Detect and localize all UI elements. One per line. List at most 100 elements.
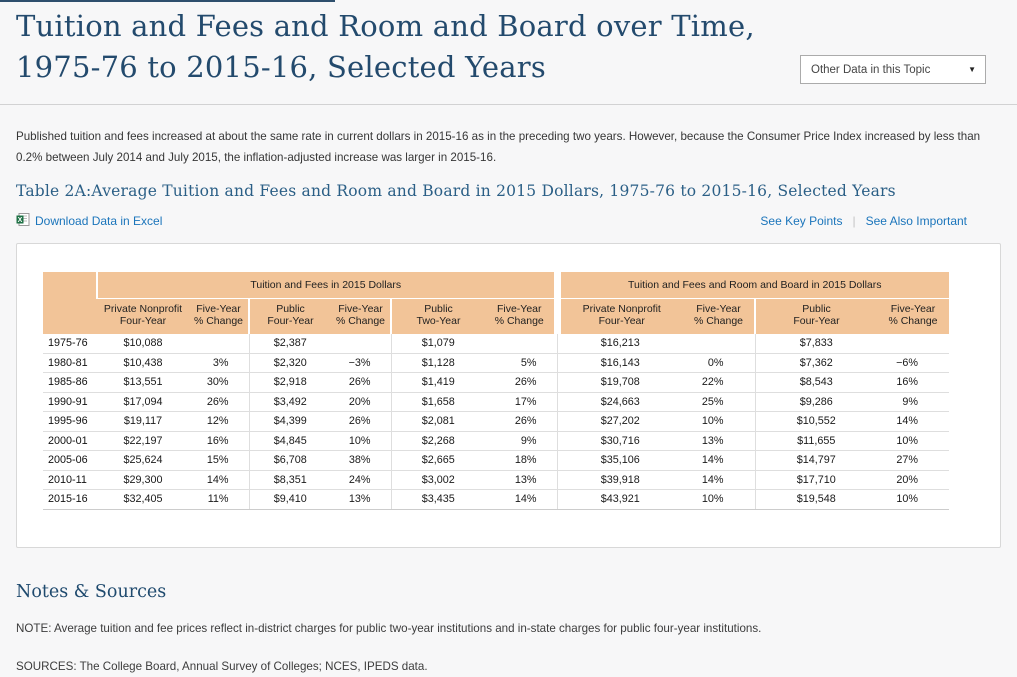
- dollar-value-cell: $2,665: [390, 450, 485, 471]
- note-text: NOTE: Average tuition and fee prices ref…: [16, 622, 762, 635]
- dollar-value-cell: $22,197: [97, 431, 189, 451]
- pct-change-cell: 14%: [683, 450, 755, 471]
- pct-change-cell: 10%: [877, 489, 949, 510]
- pct-change-cell: −6%: [877, 353, 949, 373]
- dollar-value-cell: $30,716: [556, 431, 683, 451]
- pct-change-cell: 18%: [485, 450, 557, 471]
- col-header: Five-Year % Change: [485, 298, 557, 334]
- pct-change-cell: 14%: [485, 489, 557, 510]
- notes-sources-heading: Notes & Sources: [16, 582, 167, 602]
- row-year-label: 2005-06: [43, 450, 97, 471]
- dollar-value-cell: $9,286: [754, 392, 877, 412]
- dollar-value-cell: $11,655: [754, 431, 877, 451]
- year-column-header: [43, 272, 97, 334]
- row-year-label: 1990-91: [43, 392, 97, 412]
- dollar-value-cell: $2,387: [248, 333, 331, 354]
- svg-text:X: X: [18, 217, 23, 224]
- pct-change-cell: 26%: [331, 411, 391, 432]
- see-key-points-link[interactable]: See Key Points: [760, 214, 843, 228]
- pct-change-cell: 20%: [877, 470, 949, 490]
- dollar-value-cell: $43,921: [556, 489, 683, 510]
- pct-change-cell: 16%: [877, 372, 949, 393]
- download-excel-label: Download Data in Excel: [35, 214, 163, 228]
- top-accent-bar: [0, 0, 335, 2]
- dollar-value-cell: $2,268: [390, 431, 485, 451]
- pct-change-cell: 10%: [877, 431, 949, 451]
- dollar-value-cell: $35,106: [556, 450, 683, 471]
- table-row: 1995-96 $19,117 12% $4,399 26% $2,081 26% $27,2…: [43, 411, 949, 432]
- col-header: Private Nonprofit Four-Year: [553, 298, 683, 334]
- page-title-line2: 1975-76 to 2015-16, Selected Years: [16, 50, 546, 84]
- col-header: Private Nonprofit Four-Year: [97, 298, 189, 334]
- col-header: Five-Year % Change: [189, 298, 249, 334]
- pct-change-cell: 13%: [331, 489, 391, 510]
- pct-change-cell: −3%: [331, 353, 391, 373]
- dollar-value-cell: $3,435: [390, 489, 485, 510]
- pct-change-cell: 12%: [189, 411, 249, 432]
- col-header: Public Four-Year: [248, 298, 331, 334]
- table-row: 1985-86 $13,551 30% $2,918 26% $1,419 26% $19,7…: [43, 372, 949, 393]
- dollar-value-cell: $13,551: [97, 372, 189, 393]
- dollar-value-cell: $1,658: [390, 392, 485, 412]
- table-header: Tuition and Fees in 2015 Dollars Tuition…: [43, 272, 949, 334]
- pct-change-cell: 16%: [189, 431, 249, 451]
- dollar-value-cell: $19,548: [754, 489, 877, 510]
- dollar-value-cell: $10,088: [97, 333, 189, 354]
- table-panel: Tuition and Fees in 2015 Dollars Tuition…: [16, 243, 1001, 548]
- dollar-value-cell: $24,663: [556, 392, 683, 412]
- column-header-row: Private Nonprofit Four-Year Five-Year % …: [43, 298, 949, 334]
- dollar-value-cell: $19,117: [97, 411, 189, 432]
- col-header: Five-Year % Change: [683, 298, 755, 334]
- table-row: 2015-16 $32,405 11% $9,410 13% $3,435 14% $43,9…: [43, 489, 949, 510]
- pct-change-cell: 9%: [877, 392, 949, 412]
- col-header: Five-Year % Change: [331, 298, 391, 334]
- row-year-label: 2015-16: [43, 489, 97, 510]
- group-header-row: Tuition and Fees in 2015 Dollars Tuition…: [43, 272, 949, 334]
- dollar-value-cell: $3,002: [390, 470, 485, 490]
- header-divider: [0, 104, 1017, 105]
- link-separator: |: [852, 214, 856, 228]
- dollar-value-cell: $39,918: [556, 470, 683, 490]
- pct-change-cell: 10%: [683, 489, 755, 510]
- dollar-value-cell: $4,845: [248, 431, 331, 451]
- pct-change-cell: 3%: [189, 353, 249, 373]
- pct-change-cell: 20%: [331, 392, 391, 412]
- other-data-dropdown[interactable]: Other Data in this Topic ▼: [800, 55, 986, 84]
- pct-change-cell: 38%: [331, 450, 391, 471]
- dollar-value-cell: $3,492: [248, 392, 331, 412]
- dollar-value-cell: $8,351: [248, 470, 331, 490]
- download-excel-link[interactable]: X Download Data in Excel: [16, 213, 162, 229]
- dollar-value-cell: $16,213: [556, 333, 683, 354]
- pct-change-cell: 15%: [189, 450, 249, 471]
- right-links: See Key Points | See Also Important: [760, 214, 967, 228]
- pct-change-cell: 5%: [485, 353, 557, 373]
- dollar-value-cell: $1,128: [390, 353, 485, 373]
- pct-change-cell: [331, 333, 391, 354]
- dollar-value-cell: $9,410: [248, 489, 331, 510]
- dollar-value-cell: $8,543: [754, 372, 877, 393]
- excel-file-icon: X: [16, 213, 30, 229]
- page-title-line1: Tuition and Fees and Room and Board over…: [16, 9, 755, 43]
- dollar-value-cell: $2,918: [248, 372, 331, 393]
- dollar-value-cell: $17,710: [754, 470, 877, 490]
- row-year-label: 1975-76: [43, 333, 97, 354]
- table-row: 2000-01 $22,197 16% $4,845 10% $2,268 9% $30,71…: [43, 431, 949, 451]
- dollar-value-cell: $14,797: [754, 450, 877, 471]
- sources-text: SOURCES: The College Board, Annual Surve…: [16, 660, 428, 673]
- see-also-important-link[interactable]: See Also Important: [865, 214, 967, 228]
- pct-change-cell: 0%: [683, 353, 755, 373]
- pct-change-cell: 14%: [189, 470, 249, 490]
- dollar-value-cell: $1,419: [390, 372, 485, 393]
- dollar-value-cell: $2,320: [248, 353, 331, 373]
- row-year-label: 2000-01: [43, 431, 97, 451]
- col-header: Public Two-Year: [390, 298, 485, 334]
- chevron-down-icon: ▼: [968, 65, 976, 74]
- dollar-value-cell: $10,552: [754, 411, 877, 432]
- dollar-value-cell: $10,438: [97, 353, 189, 373]
- pct-change-cell: 30%: [189, 372, 249, 393]
- table-row: 1980-81 $10,438 3% $2,320 −3% $1,128 5% $16,143…: [43, 353, 949, 373]
- row-year-label: 1985-86: [43, 372, 97, 393]
- pct-change-cell: [877, 333, 949, 354]
- dollar-value-cell: $32,405: [97, 489, 189, 510]
- intro-text: Published tuition and fees increased at …: [16, 130, 981, 164]
